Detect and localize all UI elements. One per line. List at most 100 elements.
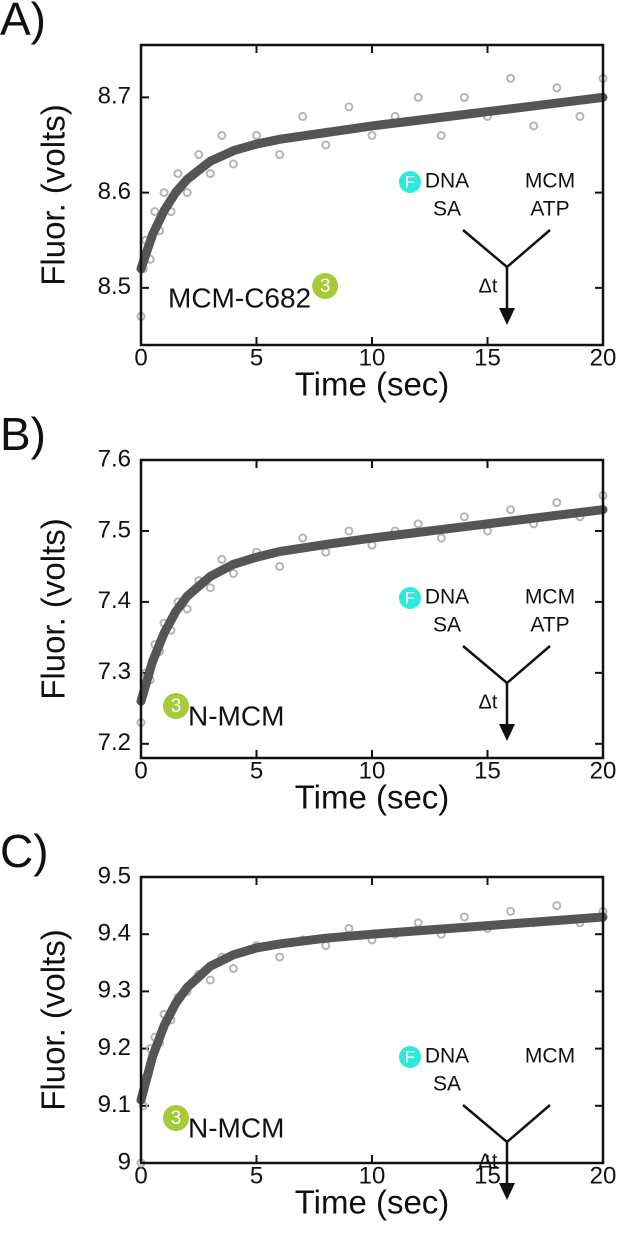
construct-label: N-MCM bbox=[188, 700, 284, 731]
data-point bbox=[205, 583, 215, 593]
x-tick-label: 10 bbox=[359, 757, 386, 784]
fit-line bbox=[136, 505, 608, 706]
data-point bbox=[413, 92, 423, 102]
label-badge-circle bbox=[163, 1105, 189, 1131]
syringe-label: MCM bbox=[525, 586, 575, 609]
syringe-label: MCM bbox=[525, 170, 575, 193]
arrow-head bbox=[499, 724, 515, 741]
dye-badge-circle bbox=[399, 1046, 421, 1068]
dye-badge-circle bbox=[399, 171, 421, 193]
x-tick-label: 0 bbox=[134, 1162, 147, 1189]
y-tick-label: 8.6 bbox=[98, 178, 131, 205]
y-tick-label: 7.5 bbox=[98, 516, 131, 543]
data-point bbox=[413, 918, 423, 928]
syringe-label: SA bbox=[433, 614, 461, 637]
data-point bbox=[194, 150, 204, 160]
data-point bbox=[344, 102, 354, 112]
delay-label: Δt bbox=[479, 691, 498, 713]
mixer-lines bbox=[462, 645, 551, 733]
data-point bbox=[173, 169, 183, 179]
data-point bbox=[575, 111, 585, 121]
mixer-lines bbox=[462, 229, 551, 317]
data-point bbox=[252, 130, 261, 140]
data-point bbox=[217, 554, 227, 564]
x-tick-label: 15 bbox=[474, 344, 501, 371]
y-axis-label: Fluor. (volts) bbox=[35, 104, 72, 286]
syringe-label: SA bbox=[433, 198, 461, 221]
data-point bbox=[228, 159, 238, 169]
data-point bbox=[459, 512, 469, 522]
data-point bbox=[459, 92, 469, 102]
data-point bbox=[321, 140, 331, 150]
construct-label: MCM-C682 bbox=[168, 282, 311, 313]
data-point bbox=[228, 569, 238, 579]
y-tick-label: 9.5 bbox=[98, 862, 131, 889]
data-point bbox=[459, 912, 469, 922]
syringe-label: DNA bbox=[425, 1045, 469, 1068]
x-tick-label: 5 bbox=[250, 344, 263, 371]
data-point bbox=[367, 130, 377, 140]
delay-label: Δt bbox=[479, 1150, 498, 1172]
data-point bbox=[182, 604, 192, 614]
plot-frame bbox=[139, 43, 605, 347]
dye-badge-circle bbox=[399, 587, 421, 609]
syringe-label: MCM bbox=[525, 1045, 575, 1068]
data-point bbox=[275, 952, 285, 962]
panel-label: A) bbox=[0, 0, 46, 45]
data-point bbox=[436, 130, 446, 140]
y-tick-label: 7.6 bbox=[98, 445, 131, 472]
x-axis-label: Time (sec) bbox=[295, 779, 450, 816]
data-point bbox=[321, 941, 331, 951]
plot-frame bbox=[139, 875, 605, 1165]
x-axis-label: Time (sec) bbox=[295, 1184, 450, 1221]
data-point bbox=[217, 130, 227, 140]
data-point bbox=[150, 207, 160, 217]
syringe-label: ATP bbox=[530, 198, 569, 221]
data-point bbox=[228, 964, 238, 974]
data-point bbox=[205, 169, 215, 179]
plot-frame bbox=[139, 458, 605, 760]
data-point bbox=[205, 975, 215, 985]
syringe-label: DNA bbox=[425, 170, 469, 193]
panel-label: B) bbox=[0, 408, 46, 460]
construct-label: N-MCM bbox=[188, 1112, 284, 1143]
y-axis-label: Fluor. (volts) bbox=[35, 929, 72, 1111]
fit-line bbox=[136, 92, 608, 274]
syringe-label: ATP bbox=[530, 614, 569, 637]
data-point bbox=[298, 111, 308, 121]
x-tick-label: 20 bbox=[590, 757, 617, 784]
delay-label: Δt bbox=[479, 275, 498, 297]
x-tick-label: 10 bbox=[359, 344, 386, 371]
y-tick-label: 9.2 bbox=[98, 1034, 131, 1061]
fit-line bbox=[136, 912, 608, 1105]
data-point bbox=[159, 188, 169, 198]
data-point bbox=[321, 547, 331, 557]
data-point bbox=[413, 519, 423, 529]
syringe-label: SA bbox=[433, 1073, 461, 1096]
arrow-head bbox=[499, 308, 515, 325]
x-tick-label: 10 bbox=[359, 1162, 386, 1189]
data-point bbox=[506, 73, 516, 83]
data-point bbox=[275, 561, 285, 571]
x-tick-label: 0 bbox=[134, 344, 147, 371]
x-tick-label: 20 bbox=[590, 1162, 617, 1189]
dye-badge: F bbox=[405, 172, 415, 191]
x-axis-label: Time (sec) bbox=[295, 366, 450, 403]
y-axis-label: Fluor. (volts) bbox=[35, 518, 72, 700]
x-tick-label: 5 bbox=[250, 757, 263, 784]
data-point bbox=[552, 901, 562, 911]
data-point bbox=[506, 505, 516, 515]
y-tick-label: 8.7 bbox=[98, 83, 131, 110]
x-tick-label: 15 bbox=[474, 757, 501, 784]
y-tick-label: 9.4 bbox=[98, 920, 131, 947]
label-badge-circle bbox=[163, 693, 189, 719]
syringe-label: DNA bbox=[425, 586, 469, 609]
x-tick-label: 0 bbox=[134, 757, 147, 784]
data-point bbox=[506, 906, 516, 916]
data-point bbox=[552, 83, 562, 93]
y-tick-label: 7.2 bbox=[98, 729, 131, 756]
label-badge: 3 bbox=[171, 696, 182, 717]
y-tick-label: 9.3 bbox=[98, 977, 131, 1004]
data-point bbox=[344, 923, 354, 933]
